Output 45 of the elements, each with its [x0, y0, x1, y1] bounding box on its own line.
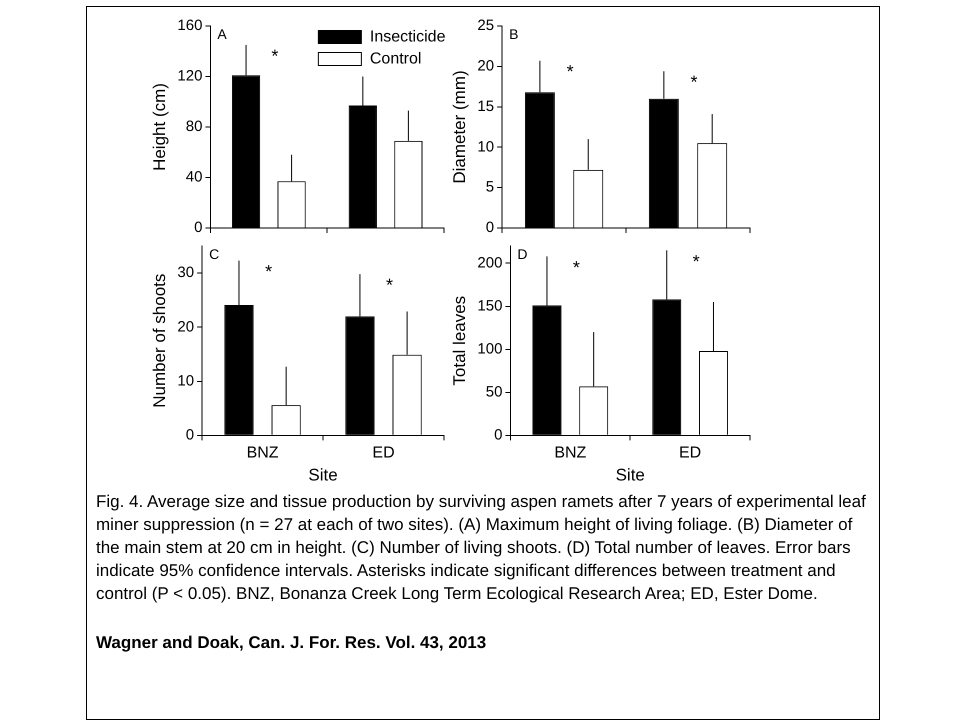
- y-tick-label: 50: [486, 383, 502, 400]
- x-axis-title: Site: [308, 465, 338, 484]
- y-tick-label: 0: [194, 219, 202, 236]
- annotation: *: [271, 46, 278, 66]
- y-tick-label: 150: [477, 297, 502, 314]
- x-axis-title: Site: [616, 465, 645, 484]
- chart-title: A: [217, 26, 228, 42]
- annotation: *: [690, 72, 698, 92]
- chart-title: C: [209, 246, 220, 262]
- annotation: *: [572, 257, 580, 278]
- y-tick-label: 15: [477, 98, 494, 115]
- y-axis-title: Number of shoots: [150, 274, 169, 408]
- caption: Fig. 4. Average size and tissue production by surviving aspen ramets after 7 years of experimental leaf miner suppression (n = 27 at each of two sites). (A) Maximum height of living foliage. (B) Diameter of the main stem at 20 cm in height. (C) Number of living shoots. (D) Total number of leaves. Error bars indicate 95% confidence intervals. Asterisks indicate significant differences between treatment and control (P < 0.05). BNZ, Bonanza Creek Long Term Ecological Research Area; ED, Ester Dome.: [96, 491, 867, 605]
- y-tick-label: 120: [177, 68, 202, 85]
- y-tick-label: 200: [477, 254, 502, 272]
- y-tick-label: 80: [186, 118, 202, 136]
- legend-label: Insecticide: [370, 28, 446, 46]
- y-tick-label: 20: [477, 58, 494, 75]
- y-tick-label: 160: [177, 17, 202, 34]
- annotation: *: [265, 262, 272, 282]
- y-tick-label: 30: [177, 264, 194, 282]
- legend-label: Control: [370, 50, 422, 68]
- y-tick-label: 0: [186, 426, 194, 444]
- y-axis-title: Diameter (mm): [450, 70, 469, 184]
- text: Wagner and Doak, Can. J. For. Res. Vol. 43, 2013: [96, 632, 488, 654]
- x-tick-label: BNZ: [246, 444, 279, 462]
- x-tick-label: ED: [372, 444, 395, 462]
- x-tick-label: ED: [678, 444, 702, 462]
- y-tick-label: 10: [477, 138, 494, 156]
- y-tick-label: 25: [477, 17, 494, 34]
- annotation: *: [692, 251, 700, 272]
- y-tick-label: 0: [486, 219, 494, 236]
- y-tick-label: 5: [486, 178, 494, 196]
- y-axis-title: Height (cm): [150, 83, 169, 171]
- annotation: *: [386, 275, 394, 296]
- chart-title: B: [509, 26, 518, 42]
- annotation: *: [566, 62, 574, 82]
- x-tick-label: BNZ: [554, 444, 587, 462]
- y-tick-label: 100: [477, 340, 502, 358]
- y-tick-label: 0: [494, 426, 502, 444]
- y-tick-label: 40: [186, 168, 202, 186]
- y-tick-label: 20: [177, 318, 194, 336]
- y-axis-title: Total leaves: [450, 296, 469, 386]
- chart-title: D: [517, 246, 528, 262]
- y-tick-label: 10: [177, 372, 194, 390]
